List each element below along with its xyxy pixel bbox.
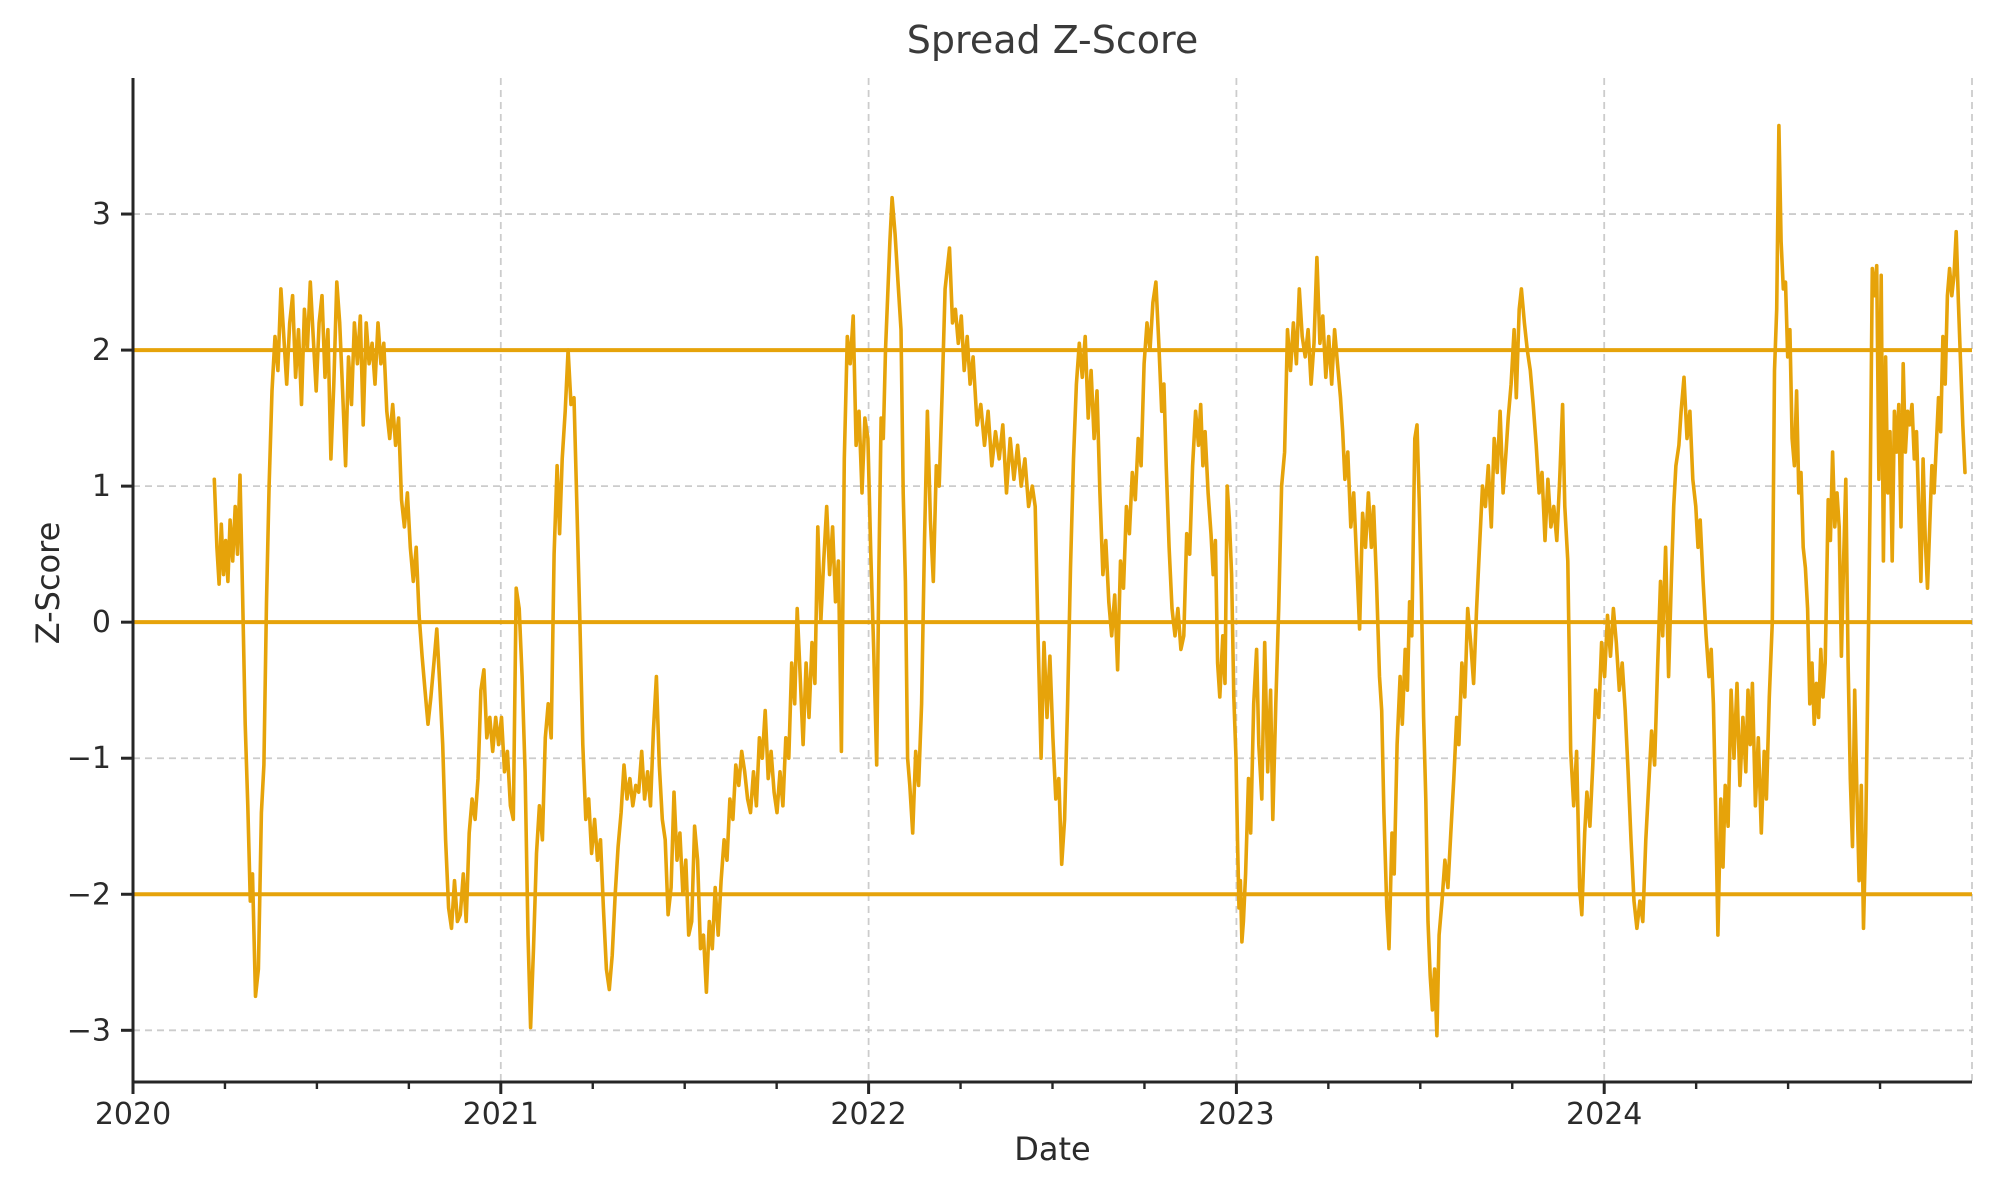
y-tick-label: −2 [67, 877, 111, 912]
chart-title: Spread Z-Score [906, 18, 1199, 62]
y-tick-label: 3 [92, 197, 111, 232]
x-tick-label: 2021 [463, 1097, 539, 1132]
x-tick-label: 2024 [1566, 1097, 1642, 1132]
x-tick-label: 2022 [830, 1097, 906, 1132]
y-tick-label: −1 [67, 741, 111, 776]
zscore-series-line [212, 123, 1967, 1038]
y-tick-label: −3 [67, 1013, 111, 1048]
x-axis-label: Date [1014, 1130, 1091, 1168]
y-tick-label: 1 [92, 469, 111, 504]
x-tick-label: 2020 [95, 1097, 171, 1132]
x-tick-label: 2023 [1198, 1097, 1274, 1132]
y-tick-label: 2 [92, 333, 111, 368]
y-tick-label: 0 [92, 605, 111, 640]
